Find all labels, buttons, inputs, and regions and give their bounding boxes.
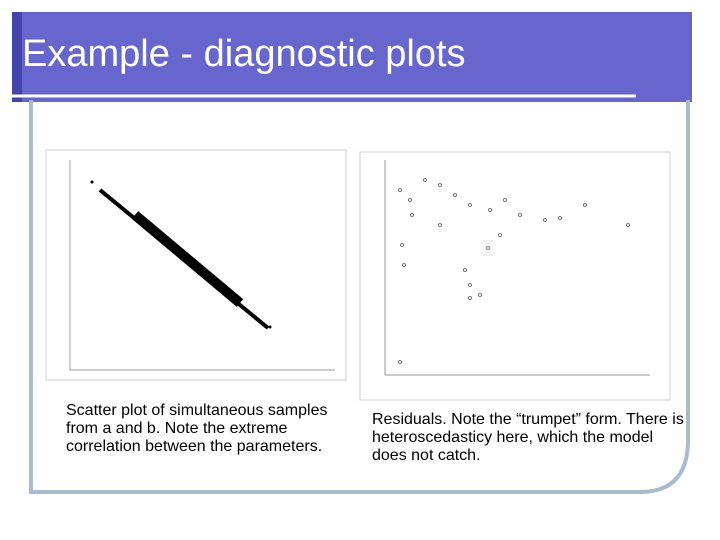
residual-plot-image <box>359 151 671 401</box>
plot-frame <box>359 151 671 401</box>
residual-points <box>398 178 630 364</box>
slide-title: Example - diagnostic plots <box>22 33 466 75</box>
scatter-point <box>268 325 272 329</box>
scatter-point <box>90 180 94 184</box>
caption: Scatter plot of simultaneous samples fro… <box>66 402 328 455</box>
title-bar-edge <box>12 12 22 102</box>
scatter-plot-image <box>45 149 347 381</box>
title-bar <box>12 12 692 102</box>
caption: Residuals. Note the “trumpet” form. Ther… <box>372 411 684 464</box>
content-frame <box>29 100 690 494</box>
scatter-band <box>131 211 244 307</box>
